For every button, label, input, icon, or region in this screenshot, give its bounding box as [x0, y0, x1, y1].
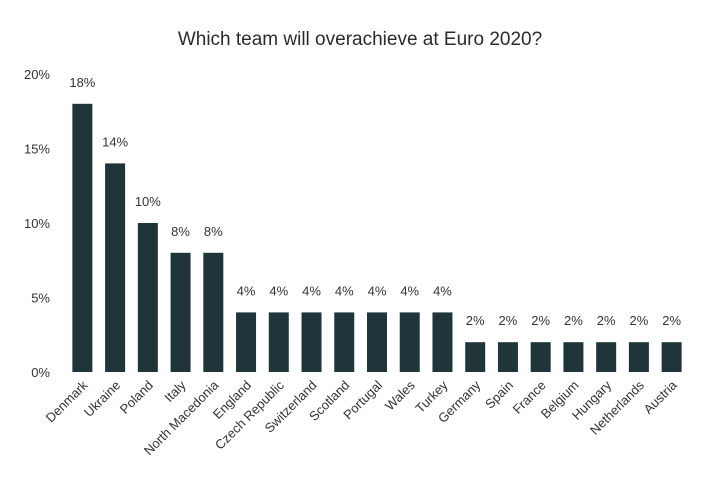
bar-italy — [170, 252, 191, 372]
bar-ukraine — [105, 163, 126, 372]
y-tick-label: 15% — [24, 142, 50, 157]
y-axis: 0% 5% 10% 15% 20% — [24, 67, 50, 380]
data-label: 4% — [400, 283, 419, 298]
x-tick-label: Italy — [161, 377, 189, 405]
data-label: 14% — [102, 134, 128, 149]
data-label: 4% — [269, 283, 288, 298]
bar-north-macedonia — [203, 252, 224, 372]
bar-poland — [137, 223, 158, 372]
data-label: 10% — [135, 194, 161, 209]
data-label: 2% — [531, 313, 550, 328]
bar-france — [530, 342, 551, 372]
bar-hungary — [596, 342, 617, 372]
data-label: 8% — [171, 224, 190, 239]
bar-turkey — [432, 312, 453, 372]
bar-scotland — [334, 312, 355, 372]
data-label: 2% — [597, 313, 616, 328]
data-label: 2% — [466, 313, 485, 328]
bar-denmark — [72, 103, 93, 373]
x-tick-label: Poland — [117, 378, 156, 417]
y-tick-label: 20% — [24, 67, 50, 82]
y-tick-label: 5% — [31, 291, 50, 306]
y-tick-label: 10% — [24, 216, 50, 231]
data-label: 2% — [629, 313, 648, 328]
chart-title: Which team will overachieve at Euro 2020… — [178, 29, 542, 50]
data-label: 8% — [204, 224, 223, 239]
bar-czech-republic — [268, 312, 289, 372]
bars — [72, 103, 682, 373]
data-label: 4% — [335, 283, 354, 298]
x-tick-label: Denmark — [43, 377, 91, 425]
data-label: 2% — [662, 313, 681, 328]
data-label: 2% — [499, 313, 518, 328]
data-label: 4% — [433, 283, 452, 298]
data-labels: 18% 14% 10% 8% 8% 4% 4% 4% 4% 4% 4% 4% 2% 2% 2% 2% 2% 2% 2… — [69, 75, 681, 328]
x-tick-label: Ukraine — [81, 378, 123, 420]
x-tick-label: Wales — [382, 377, 418, 413]
bar-austria — [661, 342, 682, 372]
data-label: 2% — [564, 313, 583, 328]
data-label: 4% — [237, 283, 256, 298]
bar-portugal — [367, 312, 387, 372]
bar-wales — [399, 312, 420, 372]
x-tick-label: Austria — [641, 377, 681, 417]
bar-germany — [465, 342, 486, 372]
bar-belgium — [563, 342, 584, 372]
bar-netherlands — [628, 342, 649, 372]
data-label: 4% — [302, 283, 321, 298]
y-tick-label: 0% — [31, 365, 50, 380]
data-label: 4% — [368, 283, 387, 298]
data-label: 18% — [69, 75, 95, 90]
bar-switzerland — [301, 312, 322, 372]
bar-spain — [497, 342, 518, 372]
bar-england — [236, 312, 257, 372]
